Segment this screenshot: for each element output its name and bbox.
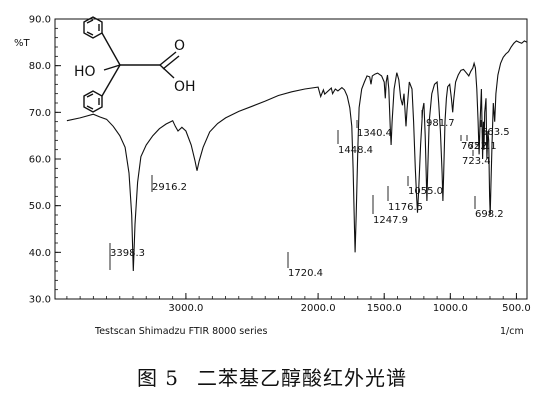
bond-bottom-phenyl: [101, 64, 121, 97]
structure-label-oh: OH: [174, 79, 196, 95]
structure-label-o: O: [174, 38, 185, 54]
peak-label: 663.5: [481, 127, 510, 138]
peak-label: 752.1: [468, 141, 497, 152]
peak-label: 698.2: [475, 209, 504, 220]
y-tick-label: 70.0: [29, 108, 51, 119]
benzilic-acid-structure: HO O OH: [74, 16, 196, 113]
y-tick-label: 90.0: [29, 15, 51, 26]
structure-label-ho: HO: [74, 64, 96, 80]
transmittance-series-line: [66, 40, 528, 272]
peak-label: 762.1: [461, 141, 490, 152]
y-tick-label: 40.0: [29, 248, 51, 259]
y-tick-label: 60.0: [29, 155, 51, 166]
peak-label: 1448.4: [338, 145, 373, 156]
x-tick-label: 3000.0: [168, 303, 203, 314]
caption-title: 二苯基乙醇酸红外光谱: [197, 366, 408, 390]
peak-labels: 3398.3 2916.2 1720.4 1448.4 1340.4 1247.9 1176…: [109, 110, 510, 279]
peak-label: 1720.4: [288, 268, 323, 279]
y-axis: 30.0 40.0 50.0 60.0 70.0 80.0 90.0: [29, 15, 61, 306]
peak-label: 2916.2: [152, 182, 187, 193]
y-axis-label: %T: [14, 38, 31, 49]
bond-top-phenyl: [101, 32, 121, 66]
ftir-spectrum-chart: 30.0 40.0 50.0 60.0 70.0 80.0 90.0 3000.0 2000.…: [14, 15, 531, 338]
y-tick-label: 80.0: [29, 61, 51, 72]
phenyl-ring-bottom: [83, 90, 103, 113]
peak-label: 1176.5: [388, 202, 423, 213]
x-tick-label: 1500.0: [367, 303, 402, 314]
x-tick-label: 500.0: [502, 303, 531, 314]
y-tick-label: 30.0: [29, 295, 51, 306]
instrument-label: Testscan Shimadzu FTIR 8000 series: [94, 326, 267, 337]
x-tick-label: 1000.0: [433, 303, 468, 314]
x-axis: 3000.0 2000.0 1500.0 1000.0 500.0: [66, 293, 531, 314]
peak-label: 1340.4: [357, 128, 392, 139]
bond-carbonyl-2: [162, 55, 180, 70]
peak-label: 1055.0: [408, 186, 443, 197]
x-axis-unit-label: 1/cm: [500, 326, 524, 337]
ftir-spectrum-figure: 30.0 40.0 50.0 60.0 70.0 80.0 90.0 3000.0 2000.…: [14, 15, 531, 338]
x-tick-label: 2000.0: [301, 303, 336, 314]
peak-label: 723.4: [462, 156, 491, 167]
bond-acid-oh: [159, 64, 175, 79]
bond-hydroxyl: [103, 64, 121, 71]
peak-label: 1247.9: [373, 215, 408, 226]
bond-carbonyl-1: [159, 51, 177, 66]
figure-caption: 图 5 二苯基乙醇酸红外光谱: [0, 362, 544, 391]
y-tick-label: 50.0: [29, 201, 51, 212]
caption-figure-number: 图 5: [136, 366, 180, 390]
peak-label: 3398.3: [110, 248, 145, 259]
peak-label: 981.7: [426, 118, 455, 129]
phenyl-ring-top: [83, 16, 103, 39]
